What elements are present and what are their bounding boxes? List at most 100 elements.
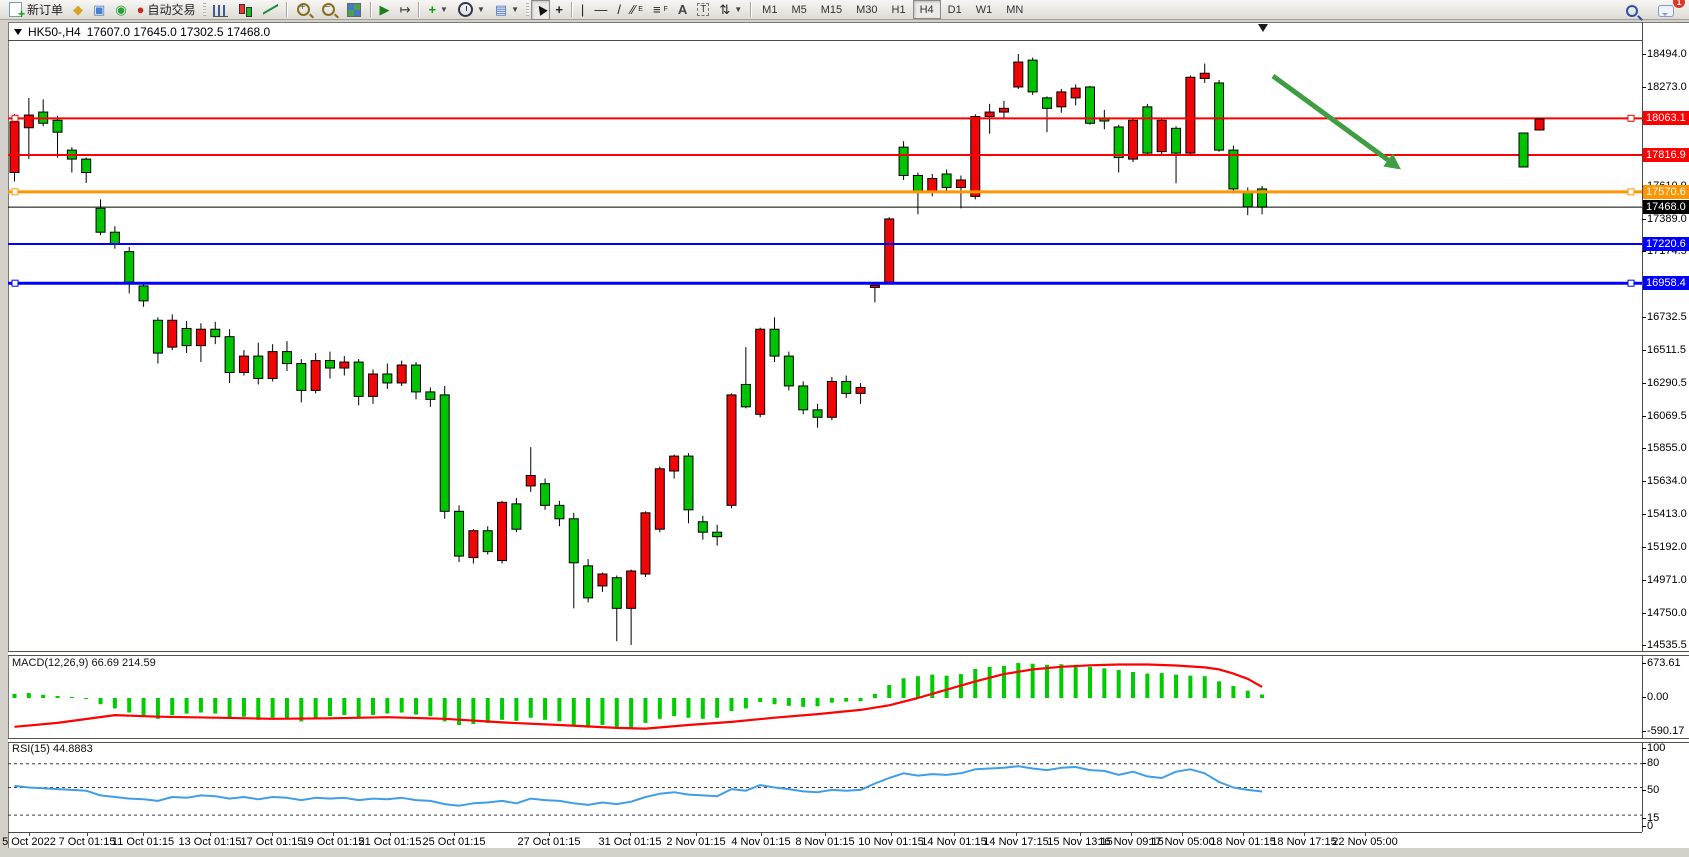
timeframe-button-mn[interactable]: MN [1006, 3, 1024, 16]
rsi-plot[interactable] [8, 742, 1642, 832]
candle [195, 328, 206, 347]
line-chart-button[interactable] [258, 0, 283, 20]
candle [769, 328, 780, 357]
timeframe-button-m1[interactable]: M1 [762, 3, 778, 16]
search-button[interactable] [1621, 0, 1643, 20]
price-tick [1642, 612, 1646, 614]
candle [955, 179, 966, 188]
profile-button[interactable]: ▣ [88, 0, 110, 20]
timeframe-button-m30[interactable]: M30 [856, 3, 878, 16]
price-axis-label: 16732.5 [1647, 310, 1687, 323]
auto-scroll-button[interactable]: ▶ [375, 0, 395, 20]
candle [1113, 126, 1124, 159]
price-tick [1642, 644, 1646, 646]
macd-tick [1642, 731, 1646, 732]
collapse-icon[interactable] [14, 29, 22, 39]
candle [654, 468, 665, 530]
macd-axis-label: -590.17 [1647, 725, 1685, 737]
candle [726, 394, 737, 506]
macd-plot[interactable] [8, 655, 1642, 738]
clock-icon [457, 2, 473, 17]
price-flag: 18063.1 [1643, 111, 1689, 126]
metaeditor-button[interactable]: ◆ [68, 0, 88, 20]
zoom-in-button[interactable]: + [291, 0, 316, 20]
time-axis-label: 19 Oct 01:15 [301, 836, 365, 848]
candle [468, 530, 479, 559]
toolbar-drag-handle[interactable] [526, 3, 530, 16]
toolbar-drag-handle[interactable] [202, 3, 206, 16]
macd-signal-line [14, 663, 1263, 730]
price-axis-label: 14971.0 [1647, 573, 1687, 586]
candle [941, 173, 952, 188]
tile-windows-button[interactable] [341, 0, 367, 20]
candle [310, 360, 321, 391]
time-tick [1182, 832, 1183, 836]
main-chart-plot[interactable] [8, 41, 1642, 651]
chart-shift-icon: ↦ [399, 2, 411, 17]
time-tick [954, 832, 955, 836]
time-tick [454, 832, 455, 836]
crosshair-tool-button[interactable]: + [550, 0, 568, 20]
label-tool-button[interactable]: T [692, 0, 714, 20]
rsi-axis-label: 80 [1647, 757, 1660, 769]
pane-splitter-macd[interactable] [8, 651, 1689, 656]
arrows-icon: ⇅ [719, 2, 731, 17]
time-tick [1243, 832, 1244, 836]
zoom-in-icon: + [296, 2, 310, 16]
vline-tool-button[interactable]: | [576, 0, 589, 20]
chevron-down-icon: ▼ [511, 5, 520, 14]
crosshair-icon: + [555, 2, 563, 17]
text-tool-button[interactable]: A [673, 0, 692, 20]
pane-splitter-rsi[interactable] [8, 738, 1689, 743]
candle [683, 455, 694, 511]
autotrading-button[interactable]: ● 自动交易 [132, 0, 201, 20]
templates-button[interactable]: ▤ ▼ [490, 0, 524, 20]
zoom-out-button[interactable]: − [316, 0, 341, 20]
time-tick [1304, 832, 1305, 836]
news-button[interactable]: ◉ [110, 0, 131, 20]
candle [884, 218, 895, 283]
indicators-button[interactable]: + ▼ [423, 0, 453, 20]
timeframe-button-h1[interactable]: H1 [891, 3, 906, 16]
bar-chart-button[interactable] [208, 0, 233, 20]
candlestick-chart-button[interactable] [233, 0, 258, 20]
trendline-tool-button[interactable]: / [612, 0, 626, 20]
chart-shift-button[interactable]: ↦ [395, 0, 416, 20]
cursor-tool-button[interactable]: ▶ [531, 0, 551, 20]
candle [224, 336, 235, 374]
candle [712, 531, 723, 538]
candle [210, 328, 221, 338]
chevron-down-icon: ▼ [734, 5, 743, 14]
candle [626, 570, 637, 609]
price-axis-line [1642, 22, 1643, 832]
timeframe-button-w1[interactable]: W1 [975, 3, 993, 16]
channel-tool-button[interactable]: ∕∕ E [630, 2, 643, 17]
candle [267, 351, 278, 379]
fibonacci-tool-button[interactable]: ≡ F [652, 2, 668, 17]
new-order-button[interactable]: 新订单 [2, 0, 68, 21]
hline-tool-button[interactable]: — [589, 0, 612, 20]
price-axis-label: 16511.5 [1647, 343, 1686, 356]
candle [511, 503, 522, 530]
timeframe-button-h4[interactable]: H4 [912, 0, 941, 19]
price-flag: 17468.0 [1643, 200, 1689, 215]
arrows-tool-button[interactable]: ⇅ ▼ [714, 0, 747, 20]
chart-shift-marker[interactable] [1258, 24, 1268, 37]
rsi-axis-label: 100 [1647, 742, 1666, 754]
chat-button[interactable]: 1 [1653, 0, 1685, 20]
time-tick [1131, 832, 1132, 836]
time-tick [696, 832, 697, 836]
time-axis-label: 5 Oct 2022 [2, 836, 56, 848]
timeframe-button-m15[interactable]: M15 [820, 3, 843, 16]
time-axis-label: 8 Nov 01:15 [795, 836, 855, 848]
candle [898, 146, 909, 176]
rsi-tick [1642, 826, 1646, 827]
timeframe-button-m5[interactable]: M5 [791, 3, 807, 16]
separator [750, 2, 753, 17]
periods-button[interactable]: ▼ [453, 0, 490, 20]
line-chart-icon [263, 2, 278, 17]
candle [497, 501, 508, 562]
symbol-title: HK50-,H4 [28, 25, 81, 39]
timeframe-button-d1[interactable]: D1 [947, 3, 962, 16]
price-axis-label: 16069.5 [1647, 409, 1687, 422]
